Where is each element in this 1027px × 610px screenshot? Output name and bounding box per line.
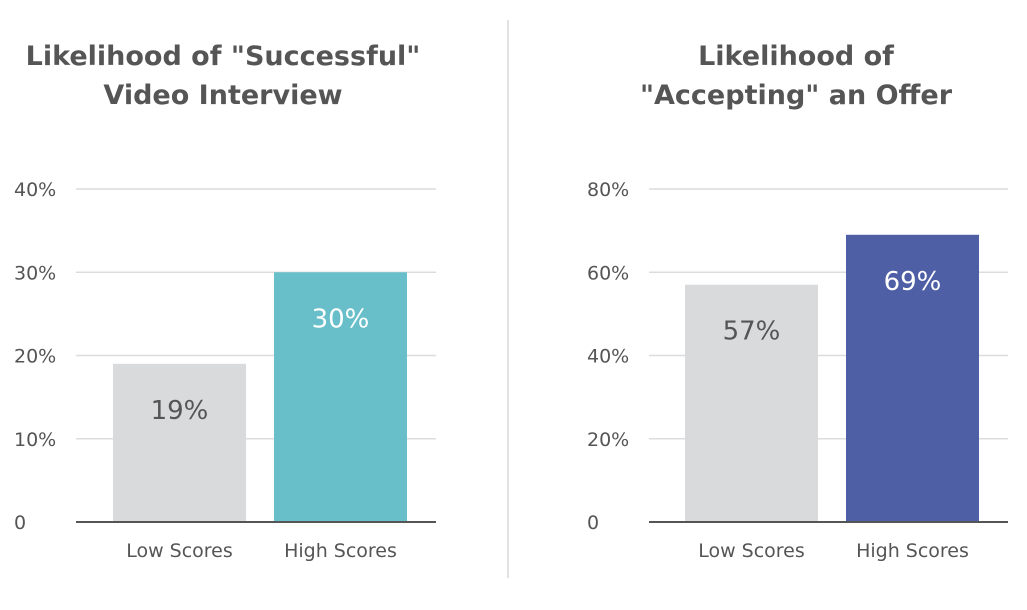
y-tick-label: 80% [587,179,629,201]
x-category-label: High Scores [856,540,969,562]
y-tick-label: 60% [587,262,629,284]
bar-value-label: 30% [312,304,370,334]
y-tick-label: 40% [587,346,629,368]
y-tick-label: 0 [587,512,599,534]
bar [274,272,407,522]
y-tick-label: 10% [14,429,56,451]
y-tick-label: 20% [14,346,56,368]
chart-title-line: "Accepting" an Offer [640,80,953,111]
bar [846,234,979,522]
chart-title-line: Likelihood of "Successful" [26,41,421,72]
chart-title-line: Video Interview [103,80,342,111]
bar [113,363,246,522]
bar-value-label: 19% [151,396,209,426]
y-tick-label: 0 [14,512,26,534]
y-tick-label: 40% [14,179,56,201]
bar-value-label: 69% [884,267,942,297]
bar-value-label: 57% [723,317,781,347]
x-category-label: Low Scores [698,540,805,562]
x-category-label: Low Scores [126,540,233,562]
x-category-label: High Scores [284,540,397,562]
bar [685,284,818,522]
chart-title-line: Likelihood of [698,41,894,72]
y-tick-label: 20% [587,429,629,451]
y-tick-label: 30% [14,262,56,284]
